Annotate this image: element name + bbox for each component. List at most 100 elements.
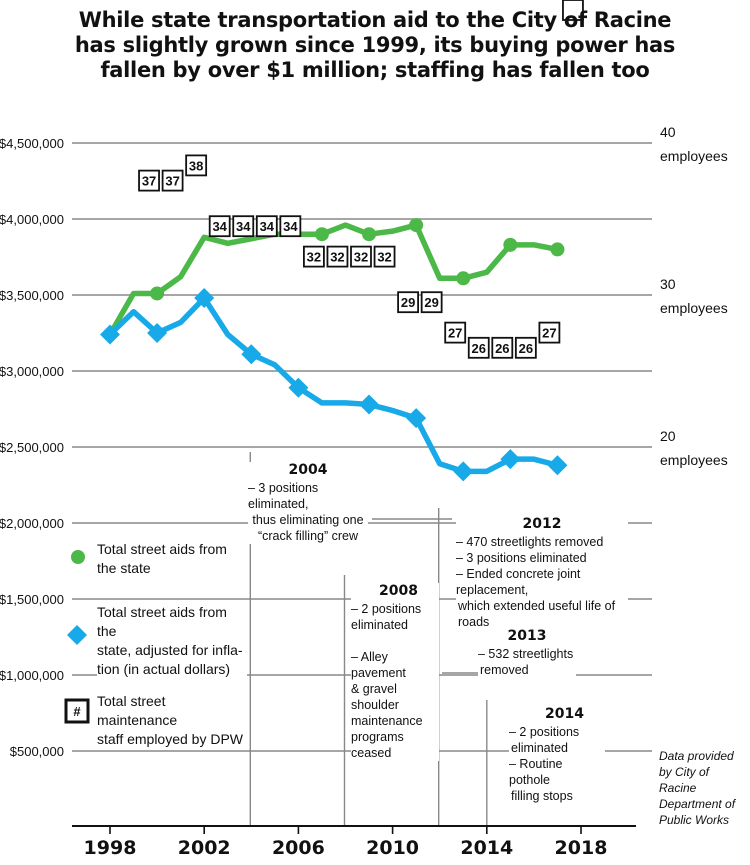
staff-boxes: 37 37 38 34 34 34 34 32 32 32 32 29 29 27 26 26 26 27 [138,0,584,359]
y-tick-label: $2,000,000 [0,516,64,531]
right-axis-label: employees [660,452,728,468]
annotation-line: thus eliminating one [252,513,364,527]
legend-line: Total street maintenance [97,693,178,728]
staff-box: 27 [444,321,467,344]
credit-line: Public Works [659,813,730,827]
staff-box: 29 [397,291,420,314]
right-axis-label: employees [660,300,728,316]
y-tick-label: $1,500,000 [0,592,64,607]
right-axis-label: 30 [660,276,676,292]
annotation-line: programs ceased [351,730,404,760]
title-line: While state transportation aid to the Ci… [78,8,672,32]
staff-box-frame [255,215,278,238]
data-point-adjusted-aid [500,449,521,470]
staff-box-label: 32 [354,250,368,265]
annotation-year: 2004 [288,462,328,478]
staff-box-label: 29 [424,295,438,310]
annotation-line: – 470 streetlights removed [456,535,604,549]
annotation-line: “crack filling” crew [257,529,358,543]
series-line-adjusted-aid [107,295,561,475]
data-point-adjusted-aid [100,324,120,345]
staff-box: 37 [138,169,160,192]
annotation-line: eliminated [351,618,408,632]
credit-line: Data provided [659,749,734,763]
staff-box-frame [232,215,255,238]
data-point-adjusted-aid [547,455,568,476]
staff-box-frame [138,169,160,192]
data-point-state-aid [314,227,329,242]
annotation-line: which extended useful life of roads [458,599,616,629]
data-point-state-aid [456,271,471,286]
x-tick-label: 2010 [366,837,419,859]
annotation-line: – Alley pavement [351,650,406,680]
legend-staff-box-symbol: # [73,704,81,719]
annotation-line: removed [480,663,529,677]
data-point-state-aid [409,218,424,233]
staff-box-label: 27 [542,326,556,341]
staff-box-label: 26 [495,341,509,356]
staff-box-label: 27 [448,326,462,341]
legend-line: Total street aids from [97,541,227,557]
annotation-line: eliminated [511,741,568,755]
legend-line: tion (in actual dollars) [97,661,231,677]
annotation-line: & gravel shoulder [351,682,399,712]
annotation-2013: 2013 – 532 streetlights removed [478,628,576,678]
annotation-year: 2008 [379,583,418,599]
staff-box-frame [491,336,514,359]
data-point-adjusted-aid [241,344,262,365]
staff-box-frame [444,321,467,344]
legend-item-staff: Total street maintenance staff employed … [97,692,247,749]
annotation-line: maintenance [351,714,423,728]
data-point-adjusted-aid [147,323,168,343]
legend-line: Total street aids from the [97,604,227,639]
data-point-state-aid [550,242,565,257]
data-point-adjusted-aid [453,461,474,482]
data-point-adjusted-aid [406,408,427,429]
staff-box-label: 34 [283,219,298,234]
right-axis-label: 20 [660,428,676,444]
staff-box [562,0,584,21]
staff-box-frame [538,321,561,344]
data-point-adjusted-aid [288,377,309,398]
annotation-line: – 532 streetlights [478,647,574,661]
staff-box: 32 [326,245,349,268]
staff-box: 29 [420,291,443,314]
x-tick-label: 2002 [178,837,231,859]
annotation-year: 2014 [545,706,584,722]
staff-box: 27 [538,321,561,344]
right-axis-label: 40 [660,124,676,140]
staff-box-frame [208,215,231,238]
data-point-state-aid [362,227,377,242]
y-tick-label: $1,000,000 [0,668,64,683]
right-axis-label: employees [660,148,728,164]
staff-box-label: 37 [142,174,156,189]
staff-box: 38 [185,154,208,177]
annotation-line: – Routine pothole [509,757,563,787]
staff-box-label: 32 [307,250,321,265]
staff-box: 32 [302,245,325,268]
annotation-2004: 2004 – 3 positions eliminated, thus elim… [248,462,368,544]
y-tick-label: $4,000,000 [0,212,64,227]
y-tick-label: $4,500,000 [0,136,64,151]
staff-box-label: 34 [236,219,251,234]
series-line-state-aid [107,222,561,338]
staff-box: 34 [232,215,255,238]
staff-box: 26 [491,336,514,359]
staff-box-frame [302,245,325,268]
credit-line: Department of [659,797,736,811]
title-line: has slightly grown since 1999, its buyin… [74,33,676,57]
annotation-line: – 3 positions eliminated [456,551,587,565]
staff-box-label: 32 [377,250,391,265]
x-axis: 1998 2002 2006 2010 2014 2018 [72,825,636,859]
annotation-year: 2013 [507,628,547,644]
right-axis-labels: 40 employees 30 employees 20 employees [660,124,728,468]
legend-line: staff employed by DPW [97,731,244,747]
staff-box: 32 [373,245,396,268]
staff-box: 37 [161,169,184,192]
legend-green-dot-icon [70,549,86,569]
series-layer [100,218,568,482]
data-point-state-aid [150,286,165,301]
x-tick-label: 2006 [272,837,325,859]
annotation-line: – 3 positions eliminated, [248,481,319,511]
data-point-state-aid [503,237,518,252]
